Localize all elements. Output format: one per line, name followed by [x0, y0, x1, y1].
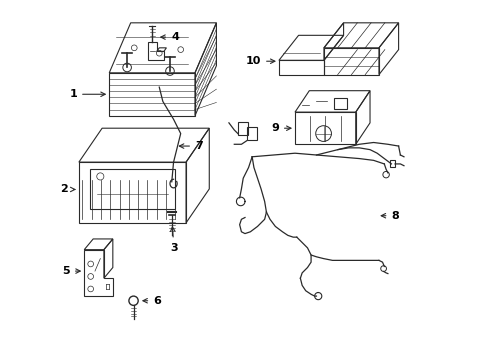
Text: 7: 7 [179, 141, 203, 151]
Text: 3: 3 [170, 227, 178, 252]
Text: 4: 4 [161, 32, 179, 42]
Text: 2: 2 [60, 184, 75, 194]
Text: 9: 9 [271, 123, 291, 133]
Text: 5: 5 [62, 266, 80, 276]
Text: 1: 1 [70, 89, 105, 99]
Text: 6: 6 [143, 296, 161, 306]
Text: 10: 10 [245, 56, 275, 66]
Text: 8: 8 [381, 211, 399, 221]
